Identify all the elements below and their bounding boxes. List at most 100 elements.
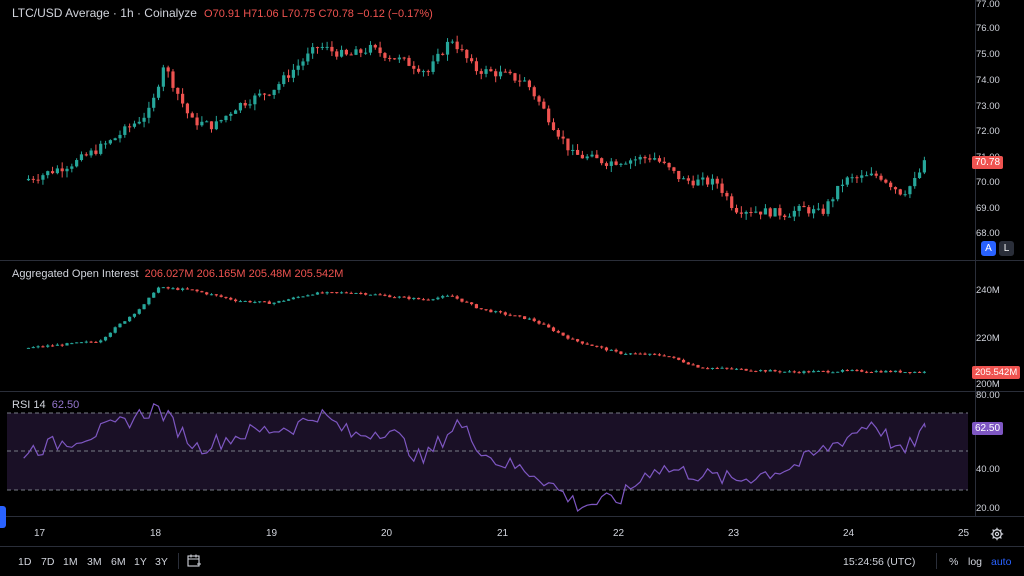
price-candle	[94, 150, 98, 154]
oi-candle	[619, 351, 623, 354]
oi-candle	[291, 297, 295, 300]
oi-candle	[320, 292, 324, 294]
percent-scale-toggle[interactable]: %	[949, 556, 959, 568]
oi-candle	[730, 368, 734, 370]
price-candle	[128, 126, 132, 128]
log-scale-toggle[interactable]: log	[968, 556, 983, 568]
price-candle	[238, 102, 243, 111]
axis-separator	[975, 0, 976, 516]
price-candle	[426, 71, 430, 73]
price-candle	[267, 94, 271, 96]
price-candle	[696, 179, 700, 186]
symbol-title[interactable]: LTC/USD Average · 1h · Coinalyze	[12, 6, 197, 20]
price-candle	[436, 53, 440, 62]
pane-separator[interactable]	[0, 260, 1024, 261]
oi-candle	[147, 297, 151, 305]
oi-candle	[604, 347, 609, 351]
price-candle	[296, 65, 300, 70]
price-tick: 73.00	[976, 101, 1000, 112]
price-candle	[301, 61, 305, 66]
oi-candle	[527, 318, 532, 320]
price-candle	[807, 207, 811, 214]
rsi-title[interactable]: RSI 14	[12, 399, 46, 411]
oi-candle	[917, 371, 922, 373]
oi-candle	[474, 304, 479, 309]
drag-handle[interactable]	[0, 506, 6, 528]
oi-candle	[26, 347, 31, 349]
oi-candle	[301, 296, 305, 298]
oi-candle	[749, 370, 753, 372]
oi-legend: Aggregated Open Interest 206.027M 206.16…	[12, 268, 343, 280]
oi-candle	[706, 368, 710, 370]
price-candle	[773, 208, 777, 217]
last-oi-badge: 205.542M	[972, 366, 1021, 379]
timeframe-7d[interactable]: 7D	[41, 556, 55, 568]
oi-candle	[855, 370, 859, 372]
timeframe-6m[interactable]: 6M	[111, 556, 126, 568]
price-candle	[489, 69, 493, 72]
price-candle	[479, 71, 483, 74]
price-candle	[161, 67, 165, 87]
oi-candle	[65, 343, 69, 346]
price-candle	[831, 199, 835, 202]
price-candle	[282, 75, 286, 85]
oi-candle	[624, 353, 628, 355]
utc-clock[interactable]: 15:24:56 (UTC)	[843, 556, 916, 568]
price-candle	[816, 208, 821, 210]
oi-candle	[739, 368, 743, 370]
oi-candle	[99, 340, 103, 343]
price-tick: 77.00	[976, 0, 1000, 10]
chart-plot-area[interactable]	[0, 0, 975, 516]
price-candle	[600, 158, 604, 164]
timeframe-1d[interactable]: 1D	[18, 556, 32, 568]
price-candle	[604, 163, 609, 166]
timeframe-3m[interactable]: 3M	[87, 556, 102, 568]
rsi-legend-value: 62.50	[51, 399, 80, 411]
price-candle	[513, 73, 517, 81]
oi-candle	[686, 362, 690, 365]
price-candle	[571, 149, 575, 151]
oi-candle	[103, 336, 108, 341]
oi-tick: 240M	[976, 285, 1000, 296]
settings-gear-icon[interactable]	[990, 527, 1004, 541]
oi-candle	[710, 367, 715, 369]
oi-candle	[643, 353, 647, 355]
price-candle	[556, 130, 560, 137]
price-candle	[330, 46, 334, 52]
oi-candle	[768, 370, 772, 372]
price-tick: 69.00	[976, 203, 1000, 214]
oi-candle	[113, 327, 117, 333]
price-candle	[845, 177, 849, 185]
legend-close: C70.78	[318, 8, 354, 20]
oi-candle	[677, 357, 681, 360]
rsi-legend: RSI 14 62.50	[12, 399, 79, 411]
timeframe-1y[interactable]: 1Y	[134, 556, 147, 568]
oi-candle	[470, 302, 474, 305]
log-scale-button[interactable]: L	[999, 241, 1014, 256]
price-candle	[262, 93, 267, 95]
timeframe-1m[interactable]: 1M	[63, 556, 78, 568]
price-candle	[132, 123, 137, 127]
oi-candle	[378, 294, 382, 296]
oi-candle	[672, 356, 676, 358]
price-candle	[373, 44, 377, 48]
oi-candle	[282, 300, 286, 302]
oi-candle	[759, 370, 763, 372]
auto-scale-button[interactable]: A	[981, 241, 996, 256]
auto-scale-toggle[interactable]: auto	[991, 556, 1012, 568]
oi-candle	[55, 344, 59, 346]
date-range-calendar-icon[interactable]	[186, 553, 202, 569]
price-candle	[195, 117, 199, 126]
price-candle	[200, 121, 204, 126]
timeframe-3y[interactable]: 3Y	[155, 556, 168, 568]
price-tick: 68.00	[976, 228, 1000, 239]
oi-candle	[123, 321, 127, 324]
price-candle	[884, 179, 888, 183]
price-candle	[123, 126, 127, 135]
pane-separator[interactable]	[0, 391, 1024, 392]
oi-candle	[253, 301, 257, 303]
oi-title[interactable]: Aggregated Open Interest	[12, 268, 139, 280]
price-candle	[253, 95, 257, 105]
price-candle	[706, 177, 710, 185]
price-tick: 76.00	[976, 23, 1000, 34]
